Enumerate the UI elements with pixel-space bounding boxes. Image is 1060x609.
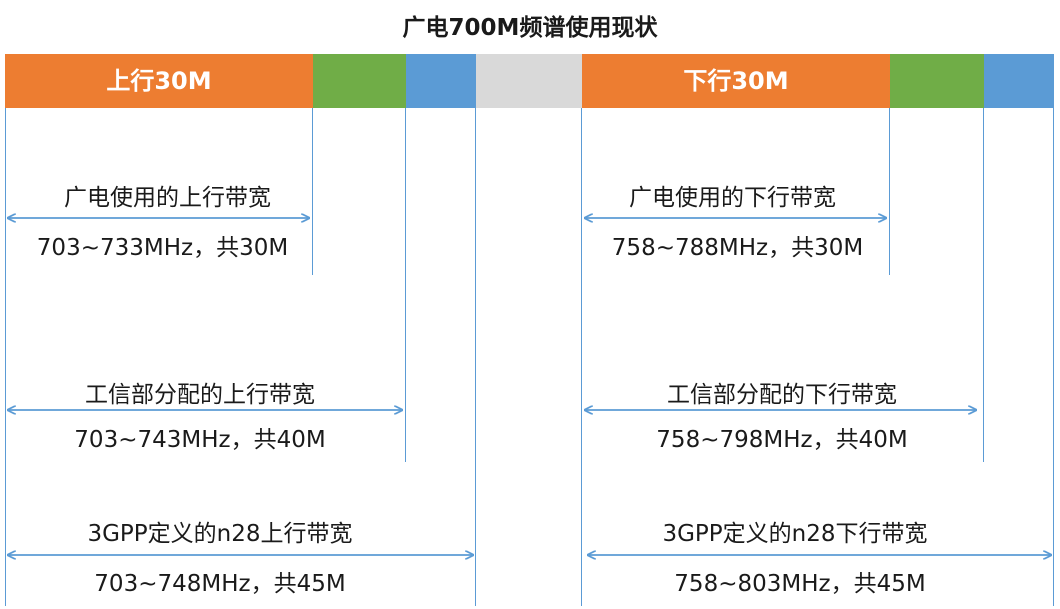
downlink-broadcast-range: 758~788MHz，共30M [611, 235, 864, 261]
boundary-line-788 [889, 108, 890, 275]
boundary-line-733 [312, 108, 313, 275]
boundary-line-758 [581, 108, 582, 606]
boundary-line-798 [983, 108, 984, 462]
boundary-line-703 [5, 108, 6, 606]
uplink-header: 上行30M [106, 67, 212, 95]
uplink-broadcast-title: 广电使用的上行带宽 [64, 185, 271, 211]
downlink-3gpp-title: 3GPP定义的n28下行带宽 [662, 521, 928, 547]
downlink-30m-block: 下行30M [582, 54, 890, 108]
uplink-broadcast-range: 703~733MHz，共30M [36, 235, 289, 261]
downlink-3gpp-range: 758~803MHz，共45M [674, 571, 926, 597]
downlink-extra-10m-block [890, 54, 984, 108]
uplink-3gpp-range: 703~748MHz，共45M [94, 571, 346, 597]
boundary-line-743 [405, 108, 406, 462]
uplink-extra-10m-block [313, 54, 406, 108]
guard-band-block [476, 54, 582, 108]
boundary-line-748 [475, 108, 476, 606]
downlink-miit-title: 工信部分配的下行带宽 [667, 382, 897, 408]
uplink-miit-range: 703~743MHz，共40M [74, 427, 326, 453]
uplink-miit-title: 工信部分配的上行带宽 [85, 382, 315, 408]
boundary-line-803 [1053, 108, 1054, 606]
uplink-3gpp-title: 3GPP定义的n28上行带宽 [87, 521, 353, 547]
diagram-title: 广电700M频谱使用现状 [402, 15, 658, 41]
downlink-extra-5m-block [984, 54, 1054, 108]
downlink-header: 下行30M [683, 67, 789, 95]
uplink-extra-5m-block [406, 54, 476, 108]
downlink-miit-range: 758~798MHz，共40M [656, 427, 908, 453]
downlink-broadcast-title: 广电使用的下行带宽 [629, 185, 836, 211]
uplink-30m-block: 上行30M [5, 54, 313, 108]
